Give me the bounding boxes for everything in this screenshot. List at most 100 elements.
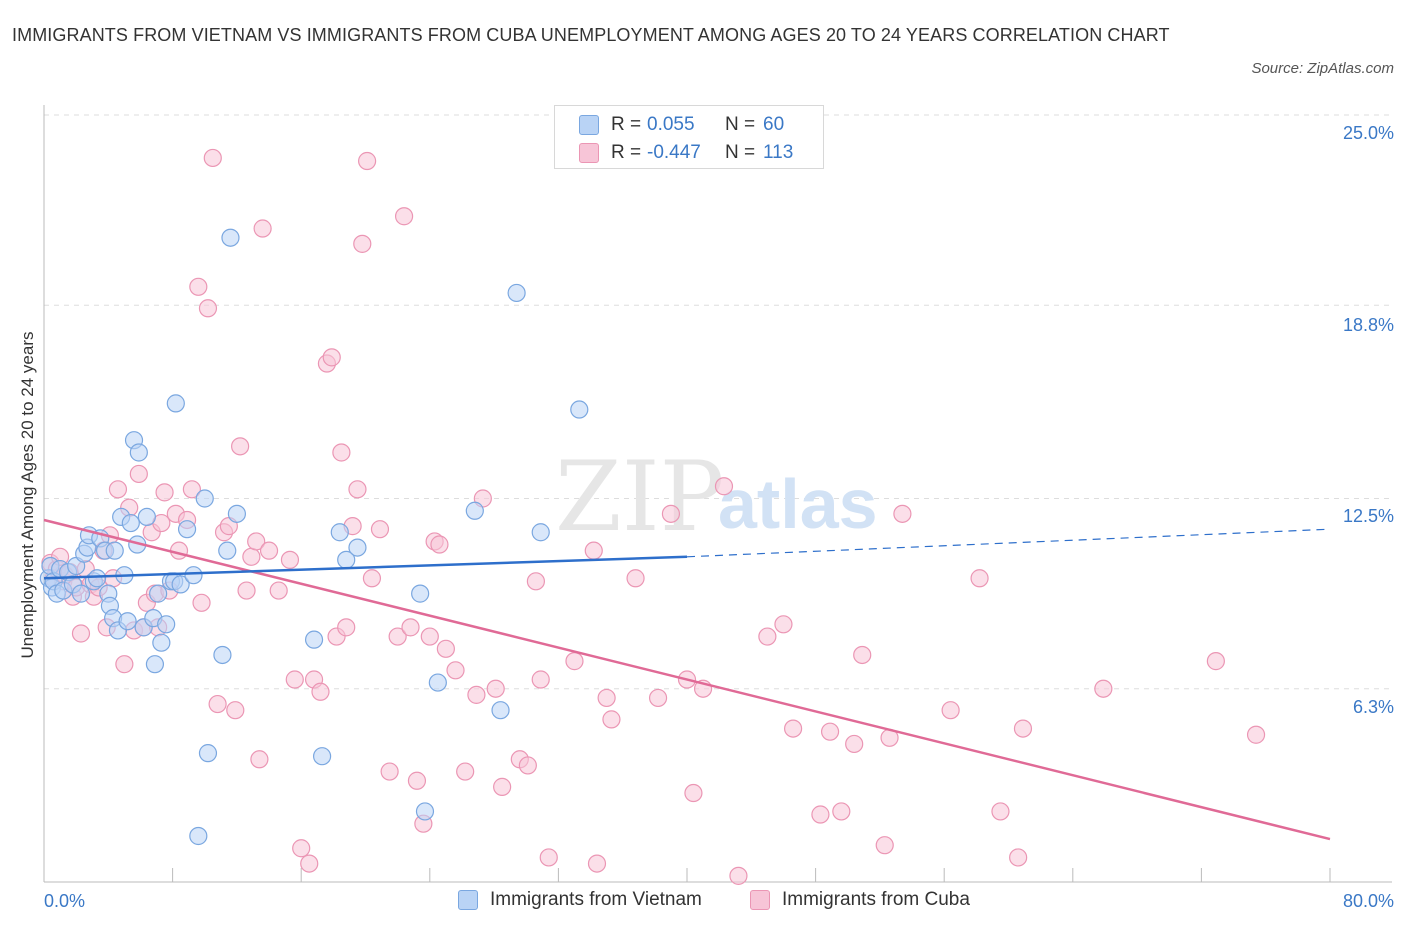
cuba-point-112 xyxy=(893,504,912,523)
y-tick-25-0: 25.0% xyxy=(1342,123,1394,143)
cuba-point-85 xyxy=(518,756,537,775)
vietnam-point-48 xyxy=(221,228,240,247)
cuba-point-35 xyxy=(189,277,208,296)
vietnam-n-value: 60 xyxy=(763,114,785,135)
vietnam-point-15 xyxy=(87,569,107,588)
trend-lines xyxy=(43,518,1331,841)
cuba-point-105 xyxy=(811,805,830,824)
bottom-cuba-label: Immigrants from Cuba xyxy=(782,889,970,910)
cuba-points xyxy=(41,148,1266,885)
cuba-point-95 xyxy=(648,688,668,708)
vietnam-point-34 xyxy=(149,584,168,603)
cuba-point-45 xyxy=(242,547,261,566)
cuba-point-118 xyxy=(1094,679,1113,698)
cuba-point-83 xyxy=(493,777,512,796)
vietnam-point-49 xyxy=(227,504,246,523)
cuba-point-29 xyxy=(155,483,174,502)
vietnam-point-55 xyxy=(411,584,430,603)
cuba-point-88 xyxy=(539,848,558,867)
cuba-point-37 xyxy=(198,299,218,318)
cuba-point-69 xyxy=(388,627,407,646)
bottom-vietnam-swatch xyxy=(458,890,478,910)
cuba-point-108 xyxy=(845,734,864,754)
watermark-zip: ZIP xyxy=(555,441,724,553)
bottom-cuba-swatch xyxy=(750,890,770,910)
cuba-point-70 xyxy=(394,207,414,226)
cuba-point-92 xyxy=(597,688,616,708)
vietnam-point-44 xyxy=(195,489,214,508)
cuba-point-52 xyxy=(285,670,304,689)
cuba-point-77 xyxy=(436,639,455,658)
cuba-point-42 xyxy=(226,701,245,720)
cuba-r-label: R = xyxy=(611,142,642,163)
cuba-point-76 xyxy=(430,535,449,554)
chart-title: IMMIGRANTS FROM VIETNAM VS IMMIGRANTS FR… xyxy=(12,25,1170,45)
vietnam-point-40 xyxy=(171,575,190,594)
watermark-atlas: atlas xyxy=(718,465,878,543)
vietnam-point-58 xyxy=(465,501,484,520)
vietnam-point-52 xyxy=(330,523,349,542)
cuba-r-value: -0.447 xyxy=(647,142,701,163)
cuba-point-46 xyxy=(247,532,266,551)
cuba-point-67 xyxy=(370,520,390,539)
vietnam-point-51 xyxy=(312,747,332,766)
vietnam-point-45 xyxy=(198,744,218,763)
cuba-point-66 xyxy=(362,569,382,588)
cuba-point-91 xyxy=(587,854,607,873)
vietnam-swatch xyxy=(579,115,599,135)
vietnam-trend-extension xyxy=(686,528,1331,558)
cuba-point-43 xyxy=(231,437,250,456)
vietnam-point-46 xyxy=(213,645,232,665)
vietnam-point-50 xyxy=(304,630,324,649)
cuba-point-72 xyxy=(407,771,427,790)
legend-row-cuba: R = -0.447 N = 113 xyxy=(579,140,793,166)
vietnam-point-26 xyxy=(121,513,140,533)
cuba-point-104 xyxy=(783,719,803,738)
cuba-point-120 xyxy=(1246,725,1266,744)
y-tick-6-3: 6.3% xyxy=(1352,697,1394,717)
y-tick-18-8: 18.8% xyxy=(1342,315,1394,335)
cuba-point-113 xyxy=(941,701,960,720)
vietnam-point-61 xyxy=(531,523,550,542)
vietnam-r-value: 0.055 xyxy=(647,114,695,135)
cuba-n-value: 113 xyxy=(763,142,794,163)
cuba-swatch xyxy=(579,143,599,163)
bottom-legend-vietnam: Immigrants from Vietnam xyxy=(458,889,702,911)
cuba-point-101 xyxy=(729,866,748,885)
vietnam-trend-line xyxy=(43,555,688,580)
grid-lines xyxy=(44,114,1392,690)
axes xyxy=(43,105,1392,883)
cuba-point-63 xyxy=(348,480,367,499)
y-tick-12-5: 12.5% xyxy=(1342,506,1394,526)
stats-legend: R = 0.055 N = 60 R = -0.447 N = 113 xyxy=(554,105,824,169)
vietnam-point-41 xyxy=(177,520,197,539)
cuba-point-106 xyxy=(820,722,840,741)
cuba-point-109 xyxy=(853,645,872,665)
vietnam-point-31 xyxy=(137,507,156,527)
cuba-point-22 xyxy=(129,464,148,484)
cuba-point-117 xyxy=(1013,719,1033,738)
cuba-point-74 xyxy=(420,627,439,646)
vietnam-point-25 xyxy=(118,612,137,631)
cuba-point-93 xyxy=(602,710,621,729)
cuba-point-49 xyxy=(259,541,279,560)
cuba-point-119 xyxy=(1206,652,1225,671)
cuba-point-98 xyxy=(684,783,703,803)
cuba-point-86 xyxy=(526,572,545,591)
cuba-point-80 xyxy=(467,685,486,704)
vietnam-point-35 xyxy=(152,633,171,652)
x-tick-max: 80.0% xyxy=(1342,891,1394,911)
cuba-point-18 xyxy=(108,480,128,499)
cuba-point-102 xyxy=(758,627,777,646)
cuba-point-94 xyxy=(626,569,645,588)
cuba-point-114 xyxy=(970,569,989,588)
cuba-point-61 xyxy=(337,618,356,637)
vietnam-point-59 xyxy=(491,701,510,720)
vietnam-point-60 xyxy=(507,283,526,303)
cuba-point-53 xyxy=(292,839,311,858)
vietnam-point-57 xyxy=(428,673,447,692)
vietnam-n-label: N = xyxy=(725,114,756,135)
cuba-point-90 xyxy=(584,541,603,560)
cuba-point-9 xyxy=(71,624,91,643)
cuba-point-48 xyxy=(253,219,272,238)
